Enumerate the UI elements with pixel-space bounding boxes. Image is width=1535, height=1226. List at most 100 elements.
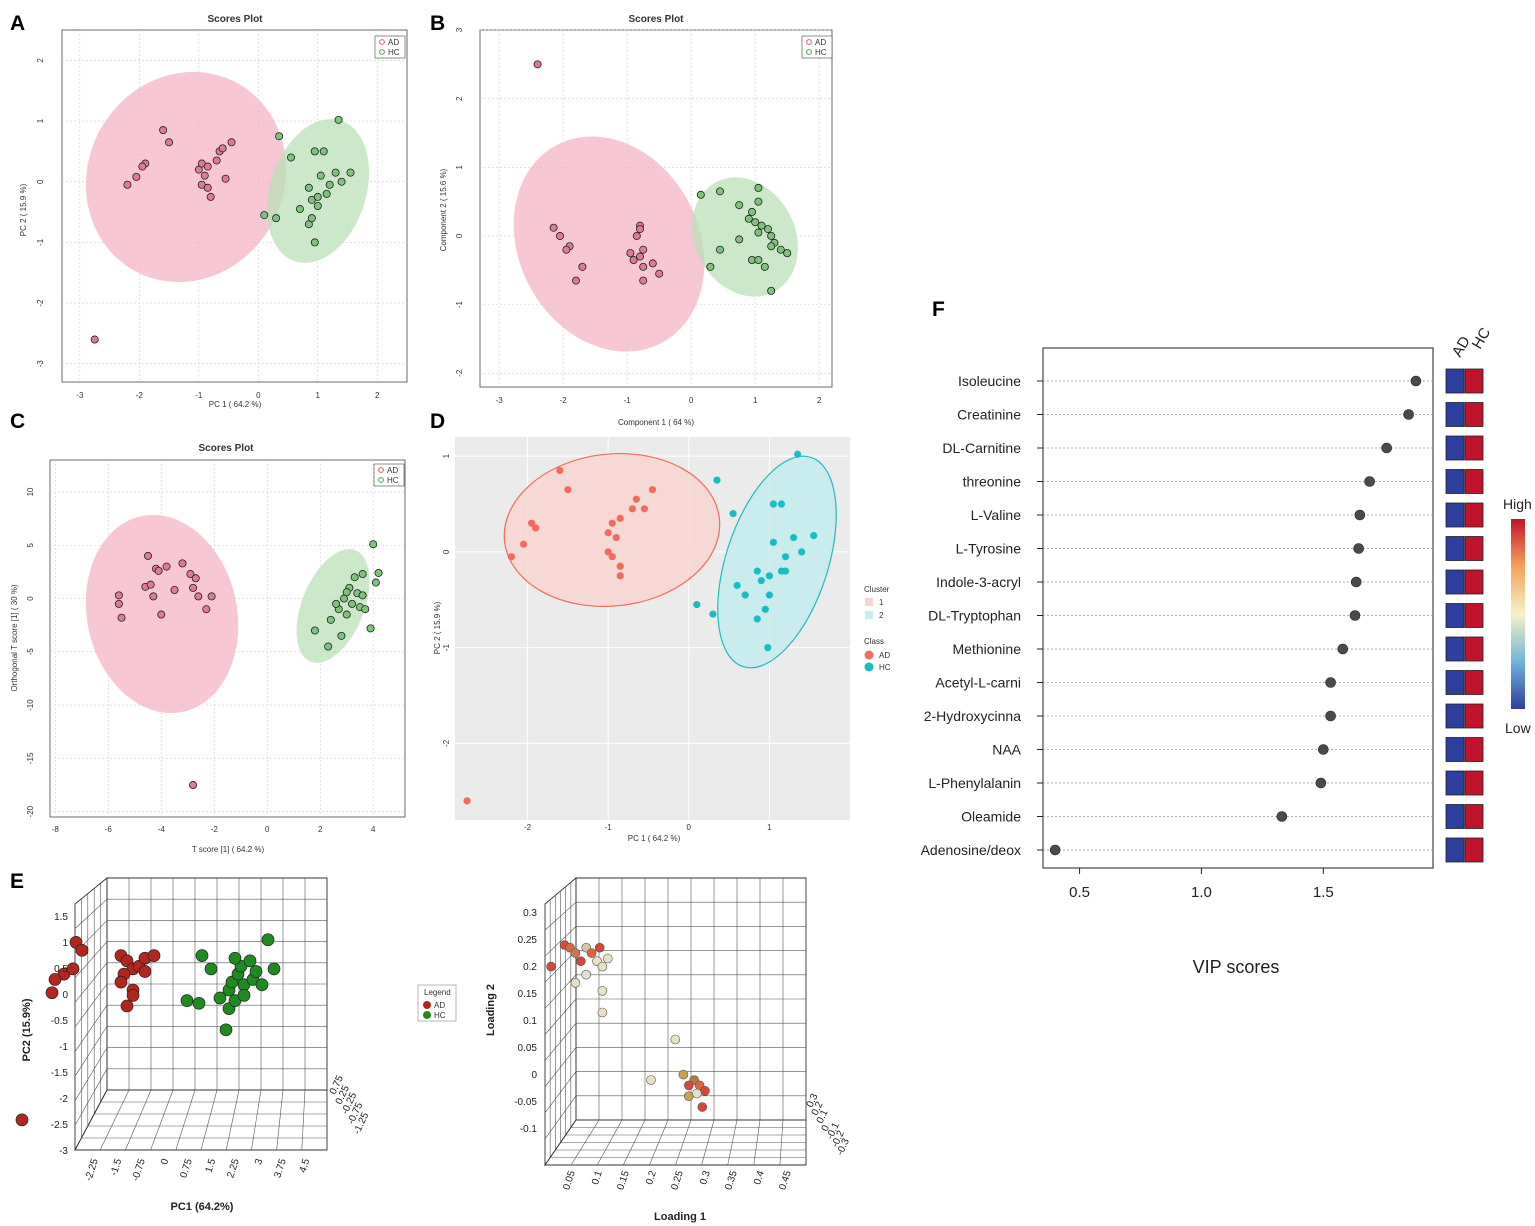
panel-c-point-hc xyxy=(342,610,351,619)
panel-f-vip-dot xyxy=(1354,509,1366,521)
panel-d-point-ad xyxy=(640,505,649,513)
panel-b-legend xyxy=(801,35,833,59)
panel-e2-points xyxy=(546,940,710,1112)
panel-b-ytick: 1 xyxy=(455,165,464,170)
panel-d-point-ad xyxy=(628,505,636,513)
panel-f-row-label: Creatinine xyxy=(957,407,1021,423)
panel-a-ytick: -3 xyxy=(36,360,45,368)
panel-f-colorbar xyxy=(1511,519,1525,709)
panel-c-ytick: 0 xyxy=(26,596,35,601)
panel-e1-point-hc xyxy=(180,994,194,1008)
panel-f-heat-cell-hc xyxy=(1464,402,1484,427)
panel-e2-xlabel: Loading 1 xyxy=(654,1211,706,1223)
panel-a-point-hc xyxy=(272,214,281,223)
panel-f-row-label: L-Phenylalanin xyxy=(928,775,1021,791)
panel-e1-ytick: -0.5 xyxy=(51,1016,69,1027)
panel-c-point-ad xyxy=(162,562,171,571)
panel-b-point-ad xyxy=(636,225,645,234)
panel-e1-legend-hc: HC xyxy=(434,1011,446,1020)
panel-b-point-hc xyxy=(706,262,715,271)
panel-e2-point-loading xyxy=(586,948,597,958)
panel-f-row-label: DL-Tryptophan xyxy=(928,608,1021,624)
panel-e1-ytick: -1 xyxy=(59,1042,68,1053)
panel-e1-xtick: 1.5 xyxy=(204,1157,219,1174)
panel-f-heat-cell-ad xyxy=(1445,636,1465,662)
panel-d-point-hc xyxy=(753,567,761,575)
panel-b-ytick: 2 xyxy=(455,96,464,101)
panel-d-point-hc xyxy=(794,450,802,458)
panel-a-point-hc xyxy=(295,205,304,214)
panel-a-point-ad xyxy=(200,171,209,180)
panel-b-point-hc xyxy=(767,231,776,240)
panel-e2-ytick: -0.1 xyxy=(520,1124,538,1135)
panel-f-heat-cell-ad xyxy=(1445,603,1465,628)
panel-d-legend-cluster-1: 1 xyxy=(879,598,884,607)
panel-f-heat-cell-hc xyxy=(1464,603,1484,628)
panel-b-point-hc xyxy=(783,249,792,258)
panel-f-vip-dot xyxy=(1381,442,1392,454)
panel-e2-xtick: 0.35 xyxy=(723,1169,740,1191)
panel-a-point-hc xyxy=(287,153,296,162)
panel-e2-point-loading xyxy=(575,956,586,967)
panel-e1-xtick: -1.5 xyxy=(109,1157,125,1177)
panel-e1-point-hc xyxy=(261,933,275,947)
panel-e1-point-hc xyxy=(213,991,227,1005)
panel-c-point-hc xyxy=(371,578,380,587)
panel-f-heat-cell-hc xyxy=(1464,368,1484,394)
panel-c-legend-hc-marker xyxy=(378,477,384,483)
panel-b-xtick: 0 xyxy=(689,396,694,405)
panel-c-point-ad xyxy=(207,592,216,601)
panel-e1-left-wall xyxy=(74,877,108,1151)
panel-c-point-hc xyxy=(366,624,375,633)
panel-e1: -2.25 -1.5 -0.75 0 0.75 1.5 2.25 3 3.75 4.5 1.5 1 0.… xyxy=(15,877,457,1213)
panel-d-point-hc xyxy=(741,591,749,599)
panel-f-xlabel: VIP scores xyxy=(1193,957,1280,977)
panel-d-legend-class-title: Class xyxy=(864,637,884,646)
panel-d-legend-hc-marker xyxy=(864,662,874,672)
panel-c-point-hc xyxy=(358,591,367,600)
panel-a-point-ad xyxy=(203,183,212,192)
panel-e1-grid-line xyxy=(99,1089,130,1151)
panel-e1-floor xyxy=(74,1089,328,1151)
panel-c-point-ad xyxy=(189,781,198,790)
panel-f-heat-cell-hc xyxy=(1464,770,1484,796)
panel-a-point-hc xyxy=(334,115,343,124)
panel-b-point-ad xyxy=(562,245,571,254)
panel-f-heat-cell-hc xyxy=(1464,536,1484,561)
panel-d-point-hc xyxy=(761,605,769,613)
panel-f-ticks: 0.5 1.0 1.5 xyxy=(1069,868,1334,901)
panel-d-legend-ad: AD xyxy=(879,651,890,660)
panel-f-row-label: Indole-3-acryl xyxy=(936,574,1021,590)
panel-e2-point-loading xyxy=(594,942,605,953)
panel-a-point-ad xyxy=(159,126,168,135)
panel-b-xtick: -1 xyxy=(624,396,632,405)
panel-e1-xtick: 2.25 xyxy=(225,1157,242,1179)
panel-e2-box xyxy=(544,877,807,1167)
panel-e1-point-hc xyxy=(267,962,281,976)
panel-a-xtick: 2 xyxy=(375,391,380,400)
panel-d-point-hc xyxy=(765,572,773,580)
panel-c-point-ad xyxy=(154,566,163,575)
panel-c-point-ad xyxy=(194,592,203,601)
panel-a-point-ad xyxy=(165,138,174,147)
panel-f-rows: Isoleucine Creatinine DL-Carnitine threonin… xyxy=(921,368,1484,863)
panel-e2-xtick: 0.4 xyxy=(752,1169,767,1186)
panel-f-heat-cell-hc xyxy=(1464,804,1484,829)
panel-a-points xyxy=(90,115,355,344)
panel-e2-ztick: 0.1 xyxy=(815,1108,831,1126)
panel-c-ytick: -10 xyxy=(26,699,35,711)
panel-f-heat-cell-hc xyxy=(1464,636,1484,662)
panel-a-point-ad xyxy=(206,192,215,201)
panel-e1-xlabel: PC1 (64.2%) xyxy=(171,1201,234,1213)
panel-e1-legend-title: Legend xyxy=(424,988,451,997)
panel-b-legend-hc-marker xyxy=(806,49,812,55)
panel-d-point-hc xyxy=(781,553,790,561)
panel-e1-legend-ad: AD xyxy=(434,1001,445,1010)
panel-e2-point-loading xyxy=(646,1075,656,1085)
panel-f-vip-dot xyxy=(1353,543,1364,554)
panel-c-point-hc xyxy=(326,615,335,624)
panel-d-ytick: -2 xyxy=(442,739,451,747)
panel-a-legend xyxy=(374,35,406,59)
panel-e2-point-loading xyxy=(597,986,608,996)
